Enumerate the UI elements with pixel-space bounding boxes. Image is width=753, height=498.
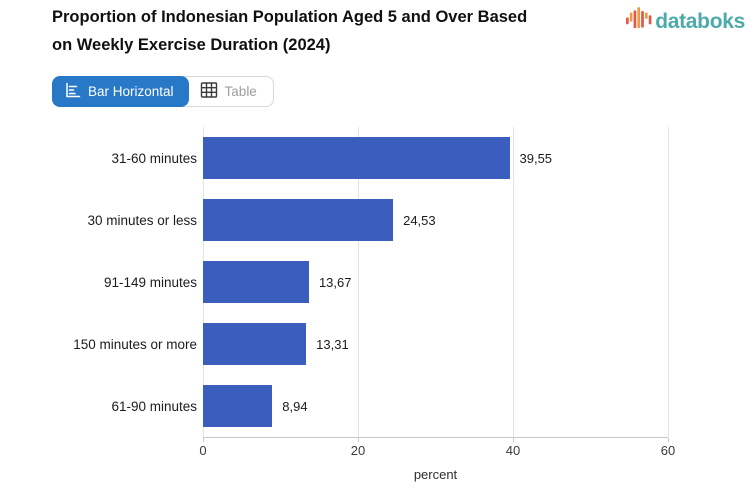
plot-area: 31-60 minutes 39,55 30 minutes or less 24,5… [0, 127, 753, 437]
gridline [357, 127, 359, 437]
gridline [512, 127, 514, 437]
category-label: 30 minutes or less [87, 212, 197, 228]
category-label: 61-90 minutes [111, 398, 197, 414]
bar-value-label: 24,53 [403, 212, 436, 228]
tab-table-label: Table [224, 84, 257, 99]
tab-bar-horizontal-label: Bar Horizontal [88, 84, 174, 99]
bar-track: 13,31 [203, 313, 668, 375]
bar-track: 13,67 [203, 251, 668, 313]
bar-track: 39,55 [203, 127, 668, 189]
bar-horizontal-icon [64, 82, 81, 102]
x-tick-mark [357, 438, 359, 442]
bar[interactable] [203, 323, 307, 365]
bar[interactable] [203, 199, 394, 241]
x-tick-label: 60 [660, 443, 676, 458]
tab-bar-horizontal[interactable]: Bar Horizontal [52, 76, 189, 107]
databoks-logo-text: databoks [655, 9, 745, 33]
chart-title: Proportion of Indonesian Population Aged… [52, 3, 652, 59]
bar-value-label: 13,31 [316, 336, 349, 352]
gridline [668, 127, 669, 437]
table-icon [200, 81, 218, 102]
x-tick-label: 20 [350, 443, 366, 458]
bar-value-label: 8,94 [282, 398, 308, 414]
bar[interactable] [203, 261, 309, 303]
chart-title-line2: on Weekly Exercise Duration (2024) [52, 36, 331, 54]
bar-value-label: 39,55 [519, 150, 553, 166]
category-label: 150 minutes or more [73, 336, 197, 352]
chart-row: 61-90 minutes 8,94 [0, 375, 753, 437]
x-axis-title: percent [413, 467, 458, 482]
x-tick-mark [203, 438, 204, 442]
x-axis: 0 20 40 60 [199, 437, 675, 458]
x-tick-label: 40 [505, 443, 521, 458]
bar-chart: 31-60 minutes 39,55 30 minutes or less 24,5… [0, 127, 753, 482]
chart-title-line1: Proportion of Indonesian Population Aged… [52, 8, 528, 26]
bar[interactable] [203, 385, 273, 427]
chart-rows: 31-60 minutes 39,55 30 minutes or less 24,5… [0, 127, 753, 437]
x-tick-mark [668, 438, 669, 442]
chart-row: 91-149 minutes 13,67 [0, 251, 753, 313]
chart-row: 150 minutes or more 13,31 [0, 313, 753, 375]
chart-row: 30 minutes or less 24,53 [0, 189, 753, 251]
chart-row: 31-60 minutes 39,55 [0, 127, 753, 189]
category-label: 31-60 minutes [111, 150, 197, 166]
bar[interactable] [203, 137, 510, 179]
databoks-logo-bars-icon [626, 6, 652, 37]
bar-value-label: 13,67 [318, 274, 352, 290]
view-toggle: Bar Horizontal Table [52, 76, 274, 107]
category-label: 91-149 minutes [103, 274, 197, 290]
x-tick-label: 0 [199, 443, 207, 458]
tab-table[interactable]: Table [188, 77, 273, 106]
databoks-logo: databoks [626, 6, 745, 37]
x-tick-mark [512, 438, 514, 442]
bar-track: 8,94 [203, 375, 668, 437]
bar-track: 24,53 [203, 189, 668, 251]
